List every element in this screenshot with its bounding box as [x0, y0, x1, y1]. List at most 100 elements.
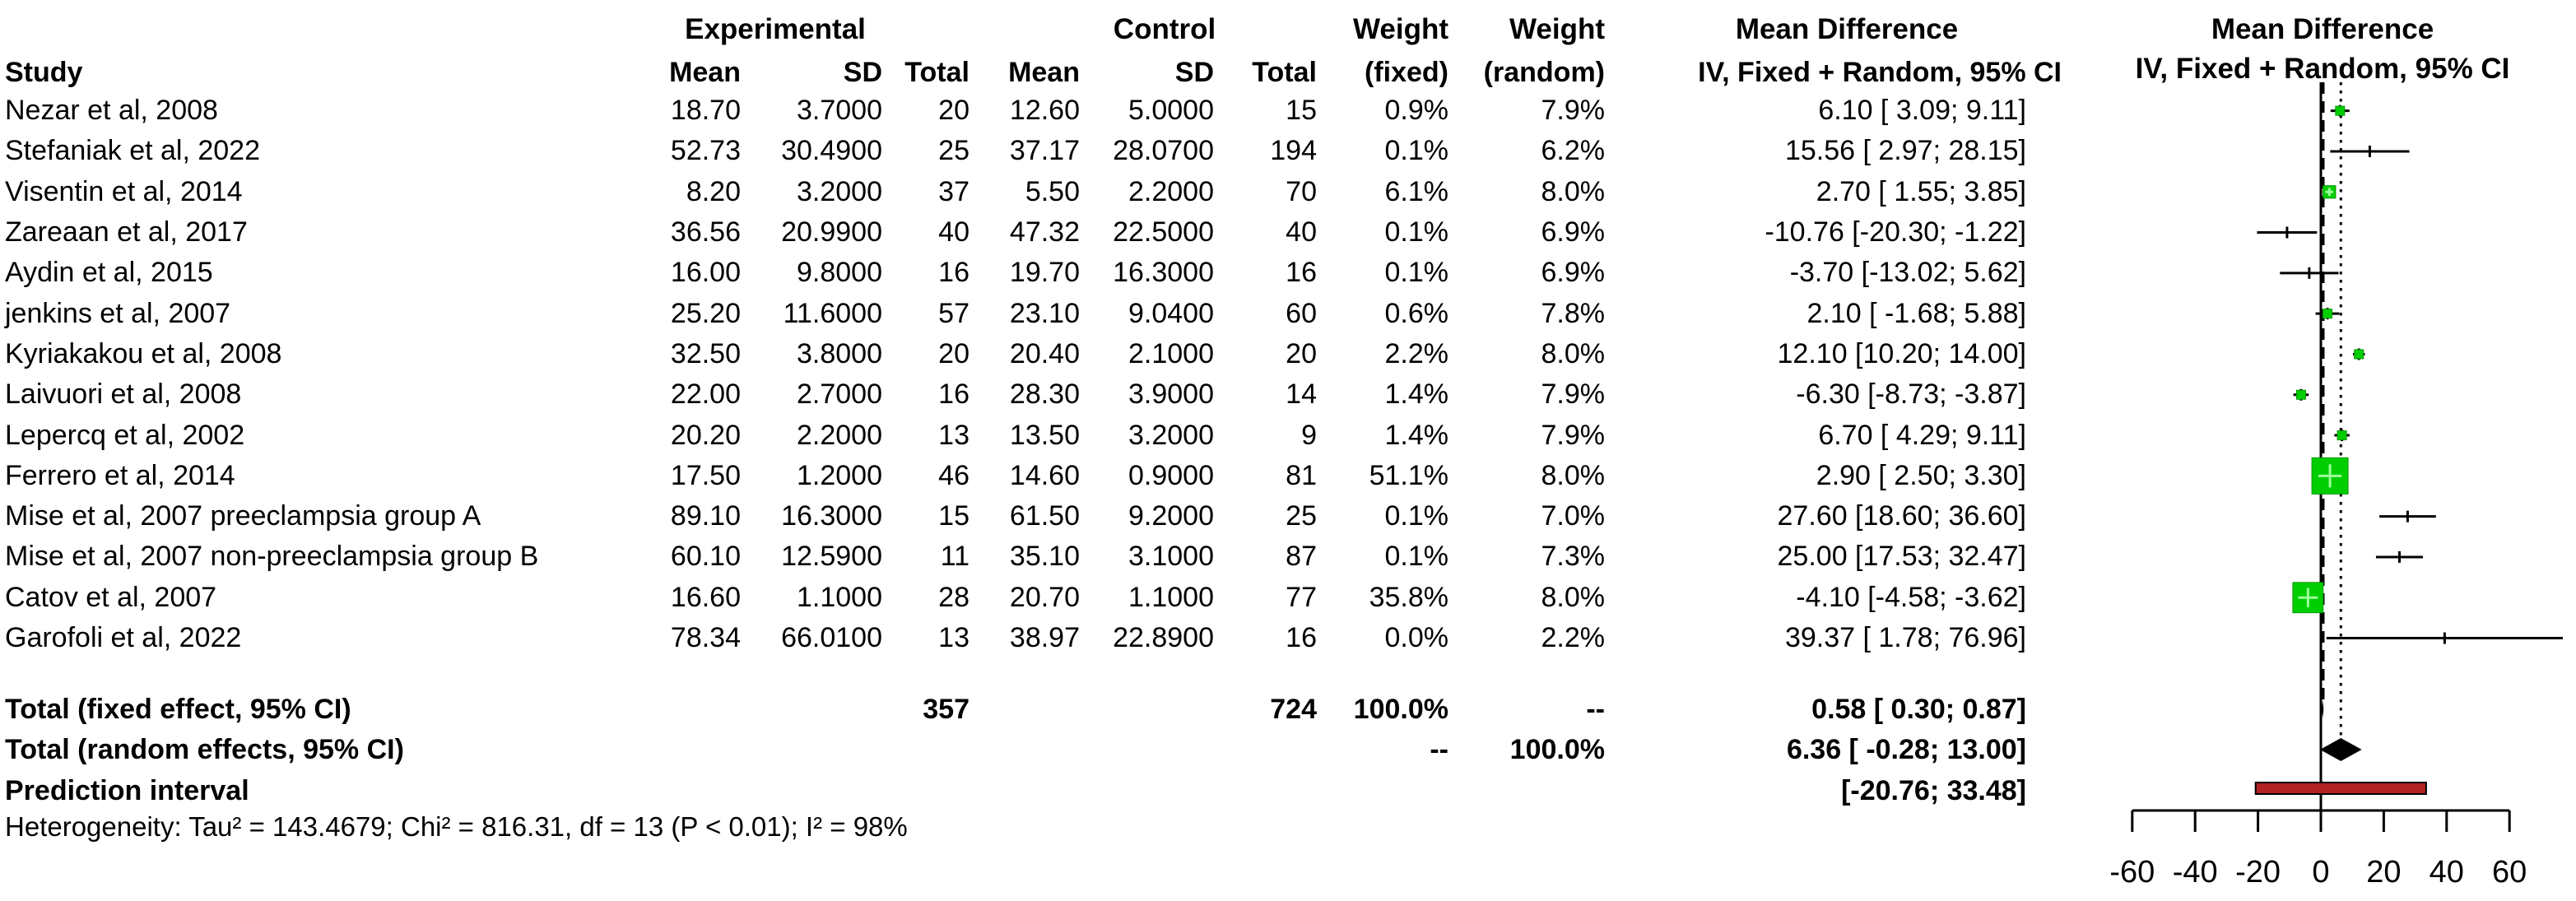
cell-w_random: 8.0%: [1541, 581, 1606, 613]
prediction-interval-ci: [-20.76; 33.48]: [1841, 774, 2026, 806]
study-row: Nezar et al, 2008 18.70 3.7000 20 12.60 5.000…: [0, 91, 2062, 131]
cell-w_random: 2.2%: [1541, 622, 1606, 653]
cell-name: Visentin et al, 2014: [5, 175, 243, 207]
cell-w_fixed: 1.4%: [1384, 419, 1449, 451]
study-column-header: Study: [5, 56, 83, 88]
cell-e_sd: 30.4900: [781, 135, 882, 167]
cell-name: Nezar et al, 2008: [5, 95, 218, 127]
cell-e_total: 57: [938, 297, 969, 329]
cell-e_mean: 36.56: [670, 216, 741, 248]
cell-name: Aydin et al, 2015: [5, 257, 213, 289]
weight-fixed-header: Weight: [1352, 13, 1448, 45]
cell-w_random: 7.3%: [1541, 541, 1606, 573]
cell-name: Kyriakakou et al, 2008: [5, 337, 282, 369]
cell-w_fixed: 0.1%: [1384, 500, 1449, 532]
study-row: Garofoli et al, 2022 78.34 66.0100 13 38.97 2…: [0, 618, 2062, 658]
x-axis-tick-label: -40: [2173, 855, 2218, 889]
study-square-marker: [2337, 430, 2347, 441]
cell-c_mean: 12.60: [1009, 95, 1080, 127]
study-row: Mise et al, 2007 non-preeclampsia group …: [0, 536, 2062, 577]
cell-e_mean: 18.70: [670, 95, 741, 127]
total-fixed-exp-n: 357: [923, 694, 969, 726]
cell-w_random: 7.0%: [1541, 500, 1606, 532]
cell-md_ci: 6.10 [ 3.09; 9.11]: [1818, 95, 2026, 127]
cell-w_fixed: 35.8%: [1369, 581, 1448, 613]
cell-e_total: 16: [938, 257, 969, 289]
cell-e_mean: 16.00: [670, 257, 741, 289]
cell-e_sd: 2.2000: [797, 419, 882, 451]
study-row: Catov et al, 2007 16.60 1.1000 28 20.70 1.100…: [0, 578, 2062, 618]
cell-w_random: 7.9%: [1541, 379, 1606, 411]
cell-c_mean: 38.97: [1009, 622, 1080, 653]
cell-c_mean: 13.50: [1009, 419, 1080, 451]
cell-e_total: 11: [940, 541, 969, 573]
cell-e_sd: 3.2000: [797, 175, 882, 207]
cell-md_ci: 25.00 [17.53; 32.47]: [1777, 541, 2026, 573]
total-fixed-weight-random: --: [1586, 694, 1605, 726]
experimental-group-header: Experimental: [685, 13, 866, 45]
cell-w_random: 6.9%: [1541, 257, 1606, 289]
cell-c_mean: 35.10: [1009, 541, 1080, 573]
prediction-interval-label: Prediction interval: [5, 774, 249, 806]
mean-difference-plot-header: Mean Difference: [2211, 13, 2434, 45]
cell-w_random: 6.2%: [1541, 135, 1606, 167]
cell-md_ci: -3.70 [-13.02; 5.62]: [1789, 257, 2026, 289]
exp-total-column-header: Total: [904, 56, 969, 88]
cell-c_mean: 37.17: [1009, 135, 1080, 167]
study-row: Visentin et al, 2014 8.20 3.2000 37 5.50 2.20…: [0, 172, 2062, 212]
cell-c_sd: 3.1000: [1128, 541, 1214, 573]
cell-c_sd: 3.2000: [1128, 419, 1214, 451]
cell-c_mean: 14.60: [1009, 459, 1080, 491]
control-group-header: Control: [1113, 13, 1216, 45]
cell-w_fixed: 1.4%: [1384, 379, 1449, 411]
cell-c_mean: 20.40: [1009, 337, 1080, 369]
cell-c_mean: 19.70: [1009, 257, 1080, 289]
cell-e_total: 20: [938, 337, 969, 369]
cell-e_sd: 66.0100: [781, 622, 882, 653]
cell-md_ci: 2.10 [ -1.68; 5.88]: [1806, 297, 2026, 329]
mean-difference-text-header: Mean Difference: [1735, 13, 1959, 45]
study-row: Mise et al, 2007 preeclampsia group A 89.…: [0, 496, 2062, 536]
cell-name: Zareaan et al, 2017: [5, 216, 248, 248]
study-row: Ferrero et al, 2014 17.50 1.2000 46 14.60 0.9…: [0, 456, 2062, 496]
ctrl-mean-column-header: Mean: [1008, 56, 1080, 88]
cell-c_total: 87: [1286, 541, 1317, 573]
cell-c_total: 60: [1286, 297, 1317, 329]
x-axis-tick-label: -60: [2109, 855, 2155, 889]
cell-md_ci: 6.70 [ 4.29; 9.11]: [1818, 419, 2026, 451]
total-fixed-md-ci: 0.58 [ 0.30; 0.87]: [1811, 694, 2026, 726]
cell-w_fixed: 0.0%: [1384, 622, 1449, 653]
cell-w_fixed: 51.1%: [1369, 459, 1448, 491]
cell-e_mean: 17.50: [670, 459, 741, 491]
cell-name: Ferrero et al, 2014: [5, 459, 235, 491]
cell-name: Laivuori et al, 2008: [5, 379, 242, 411]
cell-e_total: 37: [938, 175, 969, 207]
prediction-interval-row: Prediction interval [-20.76; 33.48]: [0, 771, 2062, 811]
cell-c_sd: 2.2000: [1128, 175, 1214, 207]
cell-e_total: 25: [938, 135, 969, 167]
cell-name: jenkins et al, 2007: [5, 297, 231, 329]
exp-mean-column-header: Mean: [669, 56, 741, 88]
study-row: Aydin et al, 2015 16.00 9.8000 16 19.70 16.30…: [0, 253, 2062, 293]
cell-c_total: 40: [1286, 216, 1317, 248]
cell-c_sd: 22.8900: [1113, 622, 1214, 653]
cell-c_total: 9: [1301, 419, 1317, 451]
cell-e_total: 20: [938, 95, 969, 127]
cell-c_mean: 23.10: [1009, 297, 1080, 329]
study-rows: Nezar et al, 2008 18.70 3.7000 20 12.60 5.000…: [0, 91, 2062, 658]
cell-e_mean: 16.60: [670, 581, 741, 613]
cell-e_mean: 25.20: [670, 297, 741, 329]
cell-c_total: 25: [1286, 500, 1317, 532]
forest-plot-panel: -60 -40 -20 0 20 40 60: [2109, 82, 2563, 889]
cell-c_total: 15: [1286, 95, 1317, 127]
cell-w_random: 6.9%: [1541, 216, 1606, 248]
cell-c_mean: 61.50: [1009, 500, 1080, 532]
cell-c_mean: 28.30: [1009, 379, 1080, 411]
prediction-interval-bar: [2254, 782, 2427, 795]
cell-w_fixed: 0.1%: [1384, 541, 1449, 573]
cell-c_total: 16: [1286, 622, 1317, 653]
totals-rows: Total (fixed effect, 95% CI) 357 724 100…: [0, 690, 2062, 811]
cell-md_ci: 2.70 [ 1.55; 3.85]: [1816, 175, 2026, 207]
cell-name: Stefaniak et al, 2022: [5, 135, 261, 167]
